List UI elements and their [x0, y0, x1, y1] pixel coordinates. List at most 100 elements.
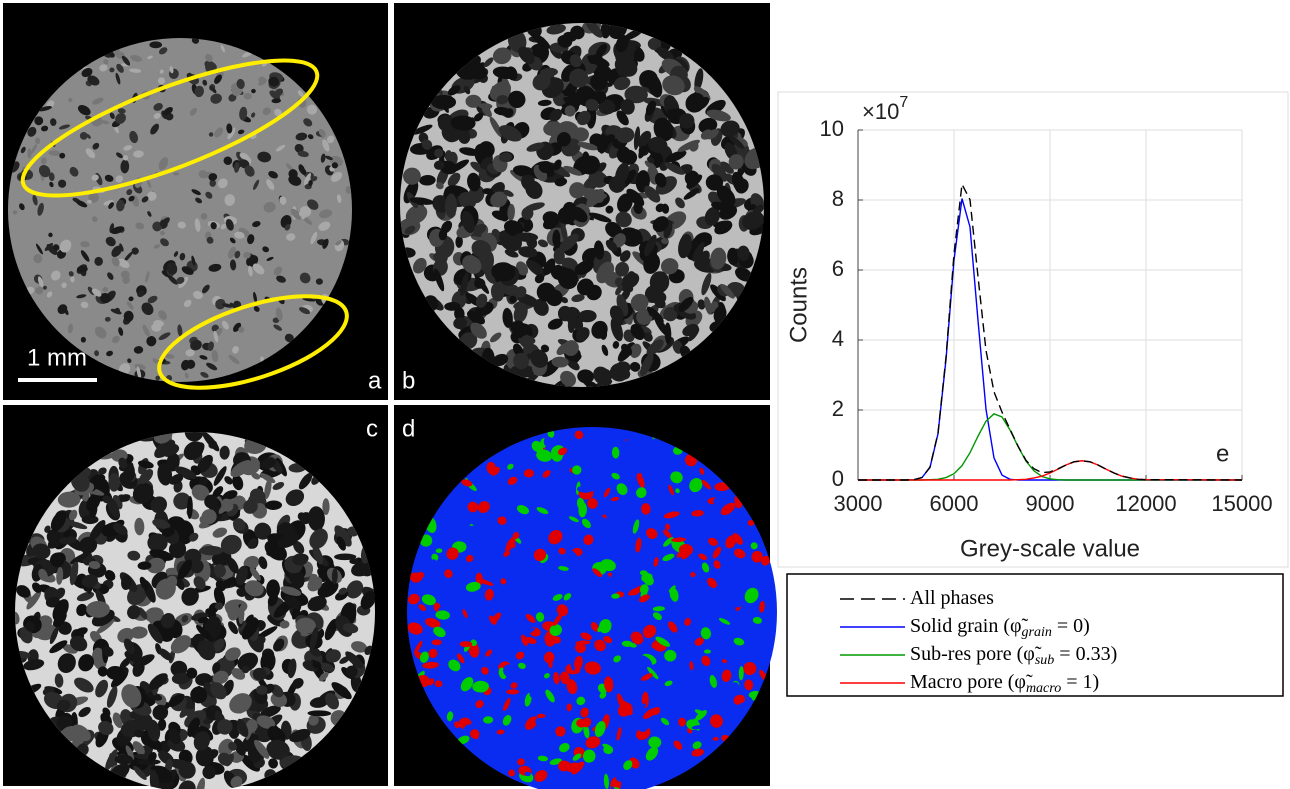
grain-texture	[256, 715, 276, 729]
grain-texture	[137, 460, 154, 469]
grain-texture	[59, 152, 66, 159]
grain-texture	[290, 208, 302, 220]
grain-texture	[272, 482, 285, 491]
grain-texture	[294, 143, 304, 153]
grain-texture	[706, 109, 731, 122]
grain-texture	[643, 332, 653, 342]
grain-texture	[262, 107, 271, 116]
grain-texture	[703, 649, 711, 654]
grain-texture	[510, 364, 536, 378]
grain-texture	[177, 559, 193, 580]
grain-texture	[485, 649, 493, 657]
grain-texture	[543, 121, 563, 136]
grain-texture	[252, 221, 261, 228]
grain-texture	[679, 579, 685, 585]
grain-texture	[121, 684, 142, 708]
y-multiplier: ×107	[862, 94, 908, 124]
grain-texture	[705, 174, 724, 191]
panel-label: e	[1216, 440, 1229, 467]
grain-texture	[44, 525, 51, 533]
grain-texture	[223, 156, 233, 165]
grain-texture	[70, 552, 90, 565]
grain-texture	[513, 302, 528, 324]
grain-texture	[213, 564, 226, 578]
grain-texture	[34, 116, 44, 126]
grain-texture	[236, 588, 246, 598]
grain-texture	[171, 672, 191, 685]
grain-texture	[78, 654, 95, 672]
legend-math: (φ̃	[1012, 643, 1042, 665]
grain-texture	[127, 550, 141, 561]
grain-texture	[266, 739, 290, 760]
grain-texture	[298, 164, 306, 175]
grain-texture	[653, 557, 659, 567]
grain-texture	[651, 641, 659, 649]
grain-texture	[270, 692, 288, 708]
grain-texture	[79, 131, 88, 140]
grain-texture	[27, 148, 32, 159]
grain-texture	[506, 689, 520, 695]
grain-texture	[161, 443, 180, 456]
grain-texture	[147, 55, 153, 60]
grain-texture	[334, 553, 357, 561]
grain-texture	[157, 718, 167, 731]
grain-texture	[668, 484, 674, 496]
grain-texture	[663, 95, 677, 110]
grain-texture	[557, 268, 579, 290]
grain-texture	[584, 661, 601, 675]
grain-texture	[110, 226, 125, 235]
grain-texture	[537, 99, 552, 107]
grain-texture	[117, 108, 126, 114]
grain-texture	[46, 291, 53, 298]
grain-texture	[130, 626, 148, 639]
grain-texture	[204, 494, 218, 509]
grain-texture	[195, 197, 203, 204]
grain-texture	[68, 97, 73, 103]
grain-texture	[637, 441, 646, 452]
grain-texture	[206, 236, 214, 244]
grain-texture	[216, 719, 233, 735]
grain-texture	[233, 161, 240, 173]
grain-texture	[197, 617, 209, 624]
grain-texture	[557, 769, 568, 785]
grain-texture	[85, 148, 96, 159]
grain-texture	[689, 661, 694, 671]
grain-texture	[692, 242, 705, 262]
grain-texture	[560, 297, 569, 304]
grain-texture	[467, 172, 481, 192]
grain-texture	[510, 700, 522, 714]
grain-texture	[121, 575, 132, 590]
grain-texture	[81, 515, 99, 525]
grain-texture	[735, 267, 753, 282]
grain-texture	[99, 64, 108, 72]
grain-texture	[581, 187, 604, 203]
grain-texture	[673, 740, 683, 750]
grain-texture	[500, 578, 507, 585]
grain-texture	[610, 502, 617, 512]
grain-texture	[507, 569, 516, 575]
grain-texture	[221, 320, 229, 330]
grain-texture	[157, 463, 173, 486]
grain-texture	[478, 141, 495, 159]
grain-texture	[548, 568, 561, 581]
grain-texture	[268, 171, 278, 179]
grain-texture	[360, 590, 375, 610]
grain-texture	[629, 343, 642, 358]
grain-texture	[213, 466, 227, 486]
grain-texture	[610, 573, 621, 588]
grain-texture	[63, 529, 71, 538]
grain-texture	[648, 136, 668, 153]
grain-texture	[512, 531, 520, 540]
grain-texture	[160, 613, 176, 629]
grain-texture	[226, 123, 233, 134]
legend-name: Macro pore	[910, 671, 1003, 693]
grain-texture	[309, 528, 328, 549]
grain-texture	[728, 135, 745, 149]
grain-texture	[87, 75, 100, 86]
grain-texture	[68, 509, 78, 521]
grain-texture	[342, 623, 359, 634]
grain-texture	[752, 616, 762, 624]
grain-texture	[209, 179, 216, 187]
grain-texture	[509, 442, 517, 450]
